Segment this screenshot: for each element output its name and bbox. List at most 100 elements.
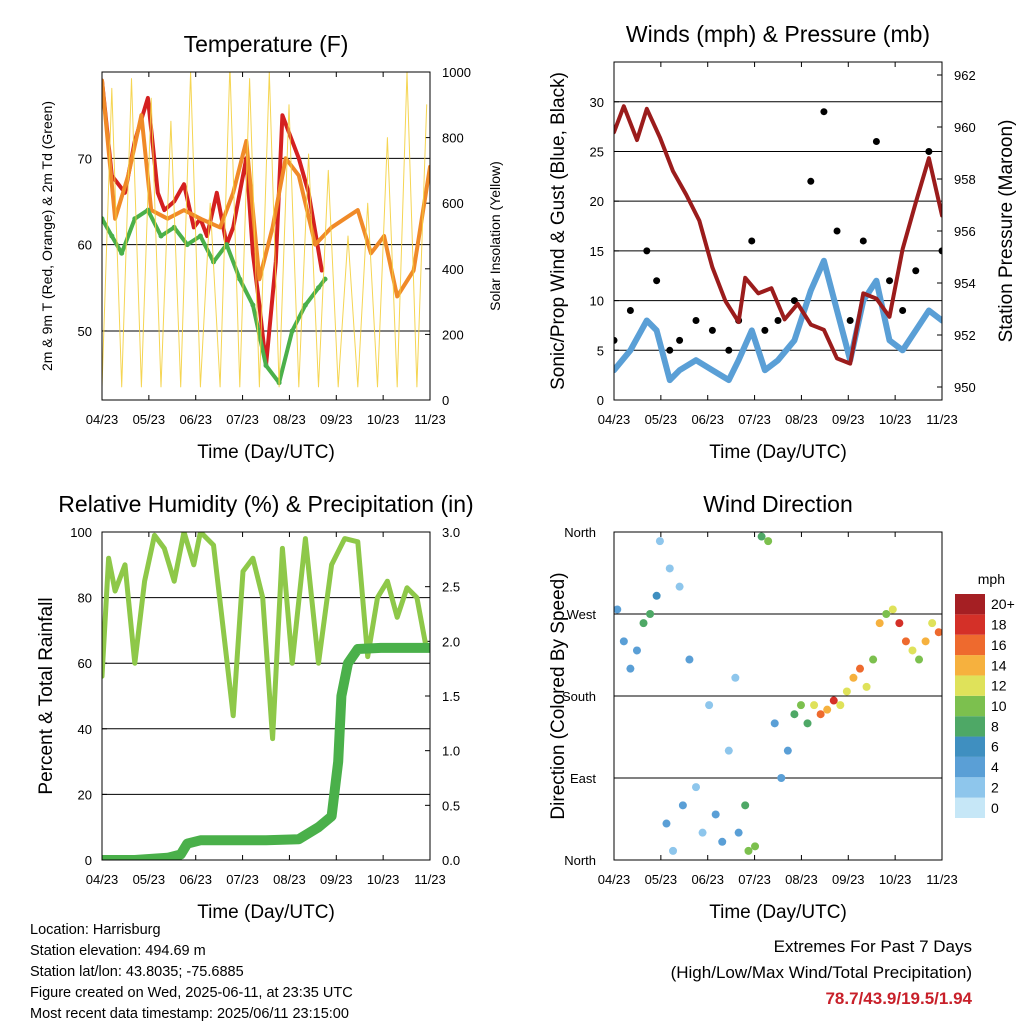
data-point <box>757 532 766 541</box>
data-point <box>119 250 125 256</box>
data-point <box>810 701 819 710</box>
x-tick-label: 05/23 <box>645 412 678 427</box>
data-point <box>882 610 891 618</box>
x-tick-label: 10/23 <box>879 872 912 887</box>
x-axis-label: Time (Day/UTC) <box>197 902 335 923</box>
x-tick-label: 04/23 <box>86 412 119 427</box>
data-point <box>237 276 243 282</box>
y-tick-label: 40 <box>78 722 92 737</box>
data-point <box>666 346 674 354</box>
station-info: Location: Harrisburg Station elevation: … <box>30 920 353 1025</box>
y-tick-label: 0 <box>85 853 92 868</box>
data-point <box>102 216 105 222</box>
data-point <box>639 619 648 628</box>
data-point <box>692 783 700 792</box>
data-point <box>849 673 858 682</box>
y-tick-label: West <box>567 607 597 622</box>
y-axis-label: Percent & Total Rainfall <box>36 597 57 794</box>
series-line-precipitation <box>102 642 430 860</box>
data-point <box>886 277 894 285</box>
y-axis-label: Direction (Colored By Speed) <box>548 572 569 819</box>
colorbar-swatch <box>955 797 985 818</box>
data-point <box>764 537 773 546</box>
data-point <box>823 705 832 714</box>
plot-area-direction <box>614 532 942 855</box>
data-point <box>875 619 884 628</box>
data-point <box>250 302 256 308</box>
y-right-tick-label: 950 <box>954 380 976 395</box>
data-point <box>741 801 750 810</box>
y-right-tick-label: 1000 <box>442 65 471 80</box>
plot-area-winds <box>614 104 942 384</box>
colorbar-label: 12 <box>991 678 1007 694</box>
data-point <box>698 828 707 837</box>
x-tick-label: 06/23 <box>691 872 724 887</box>
data-point <box>643 247 651 255</box>
x-tick-label: 07/23 <box>226 412 259 427</box>
data-point <box>724 746 733 755</box>
y-right-tick-label: 0 <box>442 393 449 408</box>
y-tick-label: South <box>562 689 596 704</box>
y-axis-label: 2m & 9m T (Red, Orange) & 2m Td (Green) <box>39 101 55 371</box>
data-point <box>708 326 716 334</box>
plot-frame <box>101 531 431 861</box>
x-tick-label: 10/23 <box>879 412 912 427</box>
data-point <box>833 227 841 235</box>
extremes-box: Extremes For Past 7 Days (High/Low/Max W… <box>671 934 972 1012</box>
x-tick-label: 05/23 <box>133 872 166 887</box>
data-point <box>197 233 203 239</box>
y-tick-label: 60 <box>78 656 92 671</box>
data-point <box>665 564 674 573</box>
x-axis-label: Time (Day/UTC) <box>709 902 847 923</box>
created-text: Figure created on Wed, 2025-06-11, at 23… <box>30 985 353 1001</box>
chart-title: Temperature (F) <box>184 31 349 57</box>
x-tick-label: 04/23 <box>598 872 631 887</box>
data-point <box>816 710 825 719</box>
y-tick-label: North <box>564 853 596 868</box>
data-point <box>725 346 733 354</box>
data-point <box>807 177 815 185</box>
y-right-tick-label: 400 <box>442 262 464 277</box>
data-point <box>934 628 942 637</box>
x-tick-label: 07/23 <box>738 412 771 427</box>
x-tick-label: 08/23 <box>785 412 818 427</box>
x-tick-label: 06/23 <box>691 412 724 427</box>
data-point <box>171 224 177 230</box>
x-tick-label: 08/23 <box>273 872 306 887</box>
data-point <box>705 701 714 710</box>
data-point <box>796 701 805 710</box>
data-point <box>744 846 753 855</box>
data-point <box>678 801 687 810</box>
data-point <box>790 710 799 719</box>
data-point <box>692 316 700 324</box>
colorbar-swatch <box>955 777 985 798</box>
data-point <box>315 285 321 291</box>
chart-title: Wind Direction <box>703 491 853 517</box>
data-point <box>842 687 851 696</box>
colorbar-swatch <box>955 756 985 778</box>
x-axis-label: Time (Day/UTC) <box>197 442 335 463</box>
colorbar-label: 10 <box>991 698 1007 714</box>
y-right-tick-label: 2.0 <box>442 634 460 649</box>
extremes-values: 78.7/43.9/19.5/1.94 <box>825 989 972 1008</box>
data-point <box>224 242 230 248</box>
y-right-tick-label: 600 <box>442 196 464 211</box>
recent-text: Most recent data timestamp: 2025/06/11 2… <box>30 1006 349 1022</box>
data-point <box>109 233 115 239</box>
y-right-tick-label: 962 <box>954 68 976 83</box>
data-point <box>829 696 838 705</box>
data-point <box>770 719 779 728</box>
series-line-rh <box>102 532 430 742</box>
data-point <box>669 846 678 855</box>
data-point <box>662 819 671 828</box>
x-tick-label: 11/23 <box>414 872 446 887</box>
y-tick-label: 60 <box>78 238 92 253</box>
colorbar-label: 20+ <box>991 596 1015 612</box>
data-point <box>820 108 828 116</box>
colorbar-label: 18 <box>991 617 1007 633</box>
y-right-tick-label: 200 <box>442 327 464 342</box>
y-tick-label: 15 <box>590 244 604 259</box>
data-point <box>846 316 854 324</box>
data-point <box>711 810 720 819</box>
data-point <box>862 682 871 691</box>
